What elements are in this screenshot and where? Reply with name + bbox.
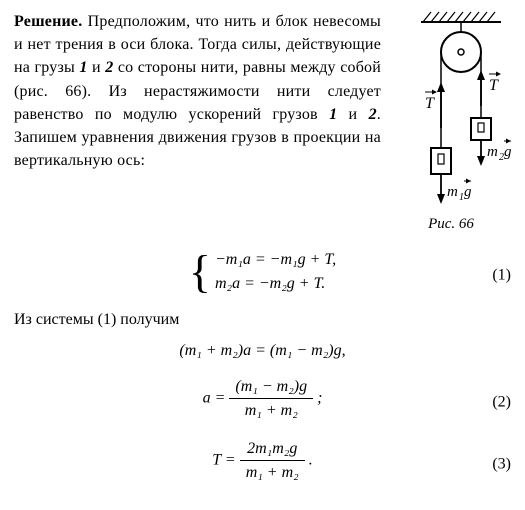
body-2b: и — [337, 106, 368, 123]
lead-word: Решение. — [14, 13, 82, 30]
eq2-lhs: a = — [203, 390, 230, 407]
num-2b: 2 — [369, 106, 377, 123]
eq2-num: (m₁ − m₂)g — [229, 375, 313, 398]
figure-caption: Рис. 66 — [391, 214, 511, 236]
eq2-fraction: (m₁ − m₂)g m₁ + m₂ — [229, 375, 313, 422]
num-1: 1 — [79, 59, 87, 76]
equation-system-1: { −m₁a = −m₁g + T, m₂a = −m₂g + T. (1) — [14, 248, 511, 302]
svg-text:T: T — [489, 77, 499, 94]
eq1-line2: m₂a = −m₂g + T. — [215, 275, 325, 292]
svg-text:g: g — [504, 144, 511, 160]
eq-label-2: (2) — [492, 391, 511, 414]
equation-2: a = (m₁ − m₂)g m₁ + m₂ ; (2) — [14, 375, 511, 429]
eq3-den: m₁ + m₂ — [240, 460, 305, 484]
eq3-tail: . — [305, 452, 313, 469]
svg-text:m: m — [487, 144, 498, 160]
svg-text:g: g — [464, 184, 472, 200]
pulley-diagram: T T m 2 g m 1 g — [391, 10, 511, 210]
eq-sum-text: (m₁ + m₂)a = (m₁ − m₂)g, — [14, 339, 511, 362]
eq3-fraction: 2m₁m₂g m₁ + m₂ — [240, 437, 305, 484]
eq3-num: 2m₁m₂g — [240, 437, 305, 460]
equation-3: T = 2m₁m₂g m₁ + m₂ . (3) — [14, 437, 511, 491]
equation-sum: (m₁ + m₂)a = (m₁ − m₂)g, — [14, 339, 511, 367]
eq1-line1: −m₁a = −m₁g + T, — [215, 251, 336, 268]
svg-text:m: m — [447, 184, 458, 200]
after-system-text: Из системы (1) получим — [14, 308, 511, 331]
body-2: и — [88, 59, 106, 76]
eq-label-3: (3) — [492, 453, 511, 476]
figure-66: T T m 2 g m 1 g Рис. 66 — [391, 10, 511, 236]
eq2-tail: ; — [313, 390, 322, 407]
eq3-lhs: T = — [212, 452, 239, 469]
eq-label-1: (1) — [492, 263, 511, 286]
left-brace: { — [189, 249, 211, 295]
svg-text:T: T — [425, 95, 435, 112]
eq2-den: m₁ + m₂ — [229, 398, 313, 422]
